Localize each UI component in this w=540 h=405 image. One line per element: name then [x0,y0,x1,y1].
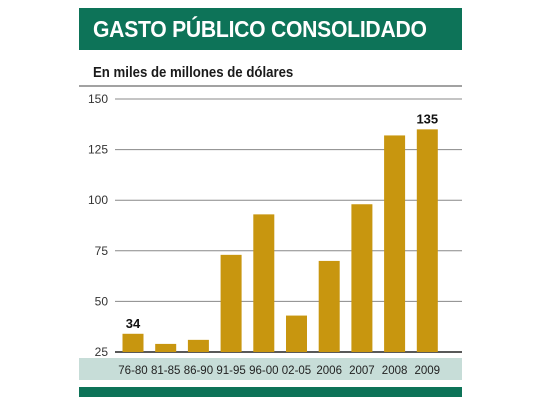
bar [122,333,144,352]
x-tick-label: 2008 [382,365,408,377]
x-tick-label: 2009 [415,365,441,377]
y-tick-label: 50 [95,294,109,308]
bar [220,254,242,352]
footer-bar [79,387,462,397]
x-tick-label: 2006 [316,365,342,377]
y-tick-label: 150 [88,92,108,106]
chart-title: GASTO PÚBLICO CONSOLIDADO [93,15,427,42]
x-tick-label: 76-80 [118,365,147,377]
chart-subtitle: En miles de millones de dólares [93,64,294,81]
data-label: 34 [126,316,141,331]
bar [351,204,373,352]
bar [253,214,275,352]
x-tick-label: 91-95 [216,365,245,377]
category-band [79,358,462,380]
y-tick-label: 25 [95,345,109,359]
bar [155,343,177,352]
x-tick-label: 02-05 [282,365,311,377]
x-tick-label: 96-00 [249,365,278,377]
y-tick-label: 125 [88,143,108,157]
x-tick-label: 2007 [349,365,375,377]
data-label: 135 [416,111,438,126]
bar [416,129,438,352]
y-tick-label: 75 [95,244,109,258]
bar [384,135,406,352]
x-tick-label: 86-90 [184,365,213,377]
title-bar: GASTO PÚBLICO CONSOLIDADO [79,8,462,50]
bar [187,339,209,352]
y-tick-label: 100 [88,193,108,207]
bar [286,315,307,352]
x-tick-label: 81-85 [151,365,180,377]
bar [318,260,340,352]
